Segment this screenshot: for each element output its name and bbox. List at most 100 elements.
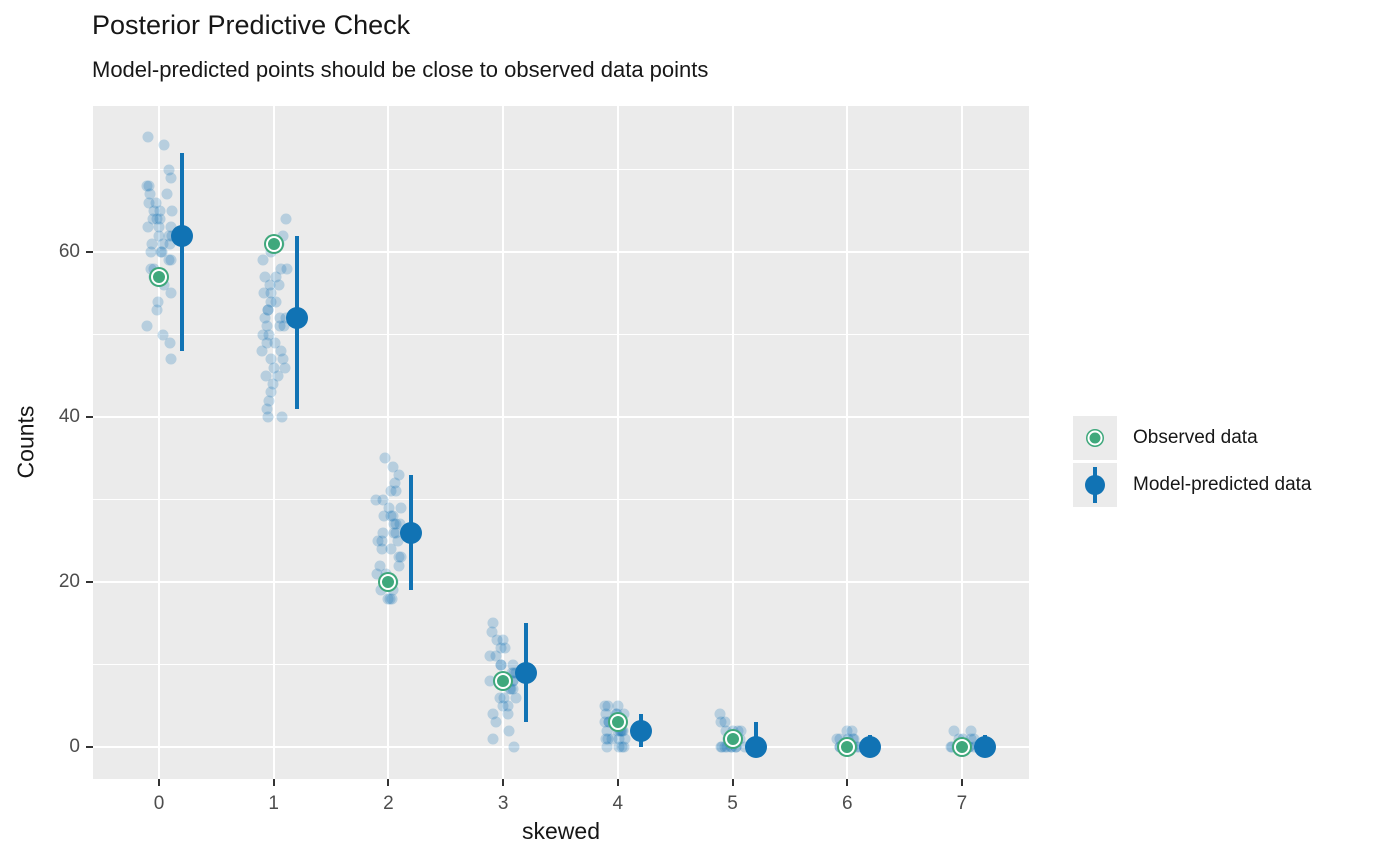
draw-point [497,700,509,712]
draw-point [614,725,626,736]
draw-point [618,708,630,720]
x-tick-label: 1 [268,793,279,814]
draw-point [384,593,396,604]
draw-point [387,510,399,522]
draw-point [831,733,843,745]
draw-point [842,733,854,745]
draw-point [601,725,613,736]
draw-point [277,353,289,365]
draw-point [143,180,155,192]
draw-point [730,741,742,753]
major-gridline [846,106,849,779]
draw-point [163,164,175,175]
draw-point [157,329,169,340]
draw-point [385,485,397,497]
draw-point [262,304,274,316]
y-axis-title: Counts [12,405,39,479]
draw-point [387,461,399,472]
draw-point [376,543,388,555]
minor-gridline [93,334,1029,335]
draw-point [265,353,277,365]
draw-point [395,551,407,563]
draw-point [151,213,163,225]
predicted-point [973,736,996,758]
draw-point [385,510,397,522]
minor-gridline [93,169,1029,170]
draw-point [390,518,402,530]
draw-point [834,733,846,745]
draw-point [372,535,384,547]
draw-point [619,733,631,745]
draw-point [388,518,400,530]
y-axis-tick [86,581,93,583]
draw-point [851,741,863,753]
draw-point [612,725,624,736]
y-axis-tick [86,416,93,418]
draw-point [602,700,614,712]
major-gridline [93,251,1029,253]
legend-label-observed: Observed data [1133,427,1258,448]
legend-key-observed [1073,416,1117,460]
draw-point [504,683,516,695]
draw-point [146,238,158,250]
draw-point [374,560,386,571]
draw-point [490,716,502,728]
draw-point [393,469,405,481]
draw-point [507,659,519,670]
draw-point [156,246,168,258]
draw-point [376,535,388,547]
x-tick-label: 3 [497,793,509,814]
draw-point [714,708,726,720]
draw-point [163,254,175,266]
predicted-point [171,224,193,247]
draw-point [274,312,286,324]
draw-point [715,716,727,728]
observed-point [953,739,970,755]
observed-point-icon [1087,430,1103,446]
draw-point [380,568,392,580]
draw-point [262,411,274,423]
draw-point [600,733,612,745]
predicted-point [744,736,767,758]
draw-point [388,527,400,538]
draw-point [965,725,977,736]
draw-point [377,527,389,538]
draw-point [150,197,162,208]
draw-point [732,725,744,736]
draw-point [616,741,628,753]
draw-point [148,205,160,217]
draw-point [147,213,159,225]
draw-point [262,304,274,316]
draw-point [280,213,292,225]
draw-point [158,279,170,291]
draw-point [275,263,287,274]
major-gridline [731,106,734,779]
draw-point [153,230,165,241]
draw-point [613,733,625,745]
draw-point [490,650,502,662]
draw-point [948,725,960,736]
draw-point [259,312,271,324]
draw-point [957,733,969,745]
draw-point [721,741,733,753]
draw-point [265,296,277,307]
draw-point [267,378,279,390]
draw-point [275,345,287,357]
draw-point [269,337,281,349]
draw-point [494,692,506,703]
draw-point [370,494,382,505]
x-axis-title: skewed [522,818,600,844]
x-axis-tick [272,779,275,786]
x-tick-label: 2 [383,793,394,814]
draw-point [143,197,155,208]
draw-point [279,362,291,373]
minor-gridline [93,664,1029,665]
draw-point [273,279,285,291]
legend-item-observed: Observed data [1073,416,1312,460]
predicted-point [859,736,882,758]
x-tick-label: 6 [841,793,853,814]
observed-point [495,673,512,689]
major-gridline [93,416,1029,418]
draw-point [495,642,507,654]
